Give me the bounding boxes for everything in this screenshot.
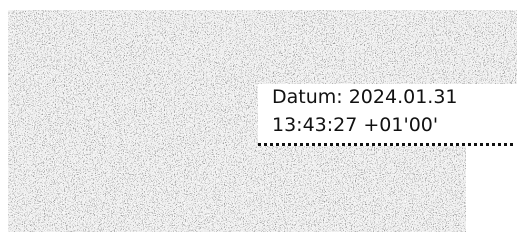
signature-field: Datum: 2024.01.31 13:43:27 +01'00' xyxy=(0,0,517,240)
date-stamp: Datum: 2024.01.31 13:43:27 +01'00' xyxy=(258,84,517,146)
stamp-time: 13:43:27 +01'00' xyxy=(272,114,438,136)
noise-top xyxy=(8,10,517,90)
stamp-date: Datum: 2024.01.31 xyxy=(272,86,458,108)
dotted-rule xyxy=(258,143,513,146)
